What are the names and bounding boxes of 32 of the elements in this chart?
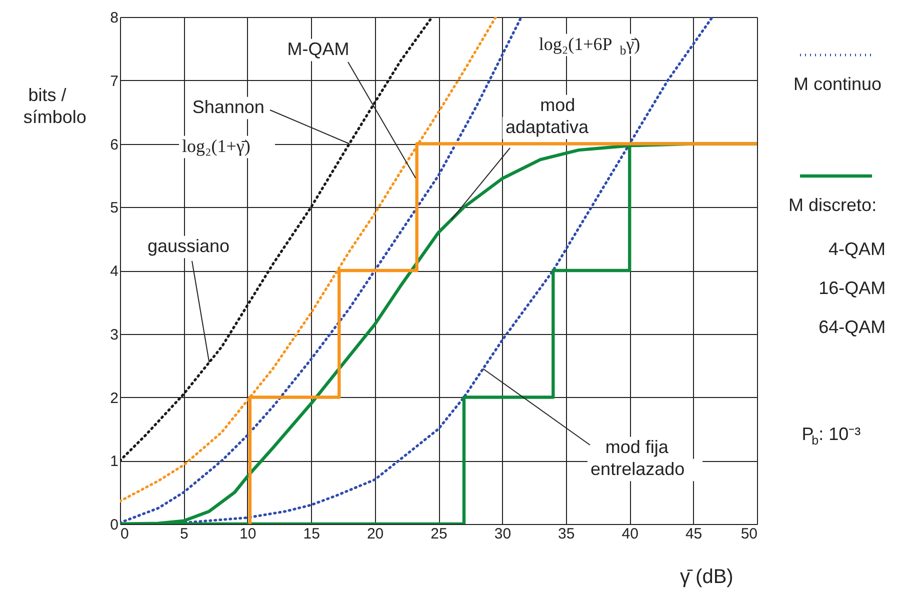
y-tick-label: 3 [110, 326, 118, 344]
y-tick-label: 8 [110, 10, 118, 26]
y-tick-label: 5 [110, 200, 118, 217]
y-tick-label: 2 [110, 390, 118, 407]
x-tick-label: 40 [622, 526, 638, 542]
y-tick-label: 7 [110, 72, 118, 90]
x-tick-label: 0 [120, 526, 129, 542]
x-tick-label: 45 [685, 526, 702, 542]
x-axis-title: γ̄ (dB) [680, 566, 734, 588]
legend-label: M continuo [794, 74, 882, 94]
y-tick-label: 1 [110, 453, 118, 470]
text: 4-QAM [828, 239, 886, 259]
x-tick-label: 50 [740, 526, 758, 542]
x-tick-label: 5 [180, 526, 188, 542]
annotation: log₂(1+γ̄) [182, 136, 250, 156]
x-tick-label: 15 [303, 526, 320, 542]
y-tick-label: 6 [110, 136, 118, 154]
y-tick-label: 4 [110, 263, 118, 280]
legend-label: M discreto: [788, 195, 877, 215]
text: 16-QAM [818, 278, 886, 298]
x-tick-label: 10 [240, 526, 256, 542]
x-tick-label: 30 [494, 526, 512, 542]
annotation: M-QAM [287, 39, 350, 59]
annotation: mod fija entrelazado [590, 437, 685, 479]
x-tick-label: 20 [366, 526, 384, 542]
annotation: Shannon [192, 97, 264, 117]
text: 64-QAM [818, 317, 886, 337]
x-tick-label: 25 [430, 526, 448, 542]
annotation: gaussiano [147, 236, 230, 256]
x-tick-label: 35 [558, 526, 575, 542]
y-axis-title: bits / símbolo [23, 85, 86, 127]
annotation: mod adaptativa [506, 95, 590, 137]
